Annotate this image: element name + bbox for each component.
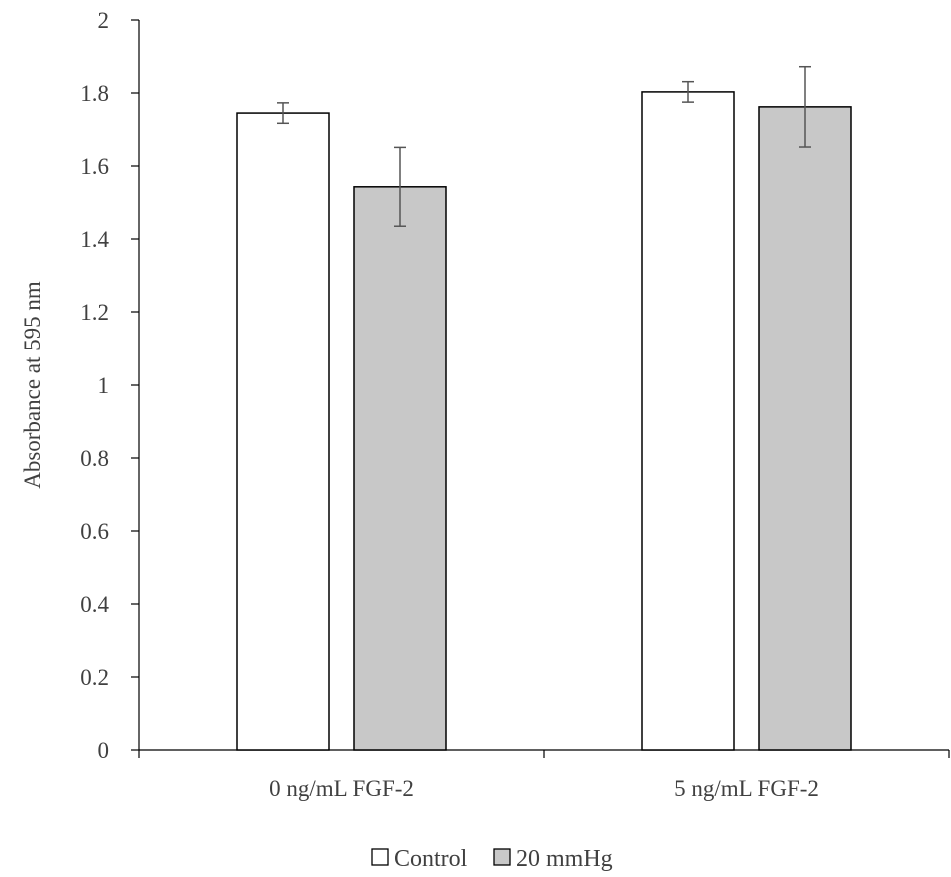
y-tick-label: 1.6	[80, 154, 109, 179]
y-tick-label: 1.2	[80, 300, 109, 325]
y-tick-label: 0.6	[80, 519, 109, 544]
legend: Control 20 mmHg	[371, 846, 613, 872]
y-tick-label: 0.4	[80, 592, 109, 617]
bar-20-mmhg	[353, 186, 447, 751]
y-tick-label: 0	[98, 738, 110, 763]
y-tick-label: 0.8	[80, 446, 109, 471]
bars	[236, 91, 852, 751]
legend-label: Control	[394, 846, 468, 872]
bar-control	[641, 91, 735, 751]
legend-swatch	[493, 848, 511, 866]
legend-swatch	[371, 848, 389, 866]
error-bar	[394, 146, 406, 227]
error-bars	[277, 65, 811, 227]
y-axis-ticks: 0 0.2 0.4 0.6 0.8 1 1.2 1.4 1.6 1.8 2	[80, 8, 139, 763]
y-tick-label: 0.2	[80, 665, 109, 690]
y-tick-label: 1.8	[80, 81, 109, 106]
error-bar	[277, 102, 289, 125]
category-labels: 0 ng/mL FGF-2 5 ng/mL FGF-2	[269, 776, 819, 801]
bar-control	[236, 112, 330, 751]
category-label: 0 ng/mL FGF-2	[269, 776, 414, 801]
category-label: 5 ng/mL FGF-2	[674, 776, 819, 801]
error-bar	[682, 80, 694, 103]
y-tick-label: 2	[98, 8, 110, 33]
x-axis-ticks	[138, 750, 950, 758]
legend-label: 20 mmHg	[516, 846, 613, 872]
bar-20-mmhg	[758, 106, 852, 751]
y-axis-title: Absorbance at 595 nm	[20, 281, 45, 489]
y-tick-label: 1.4	[80, 227, 109, 252]
y-tick-label: 1	[98, 373, 110, 398]
error-bar	[799, 65, 811, 148]
